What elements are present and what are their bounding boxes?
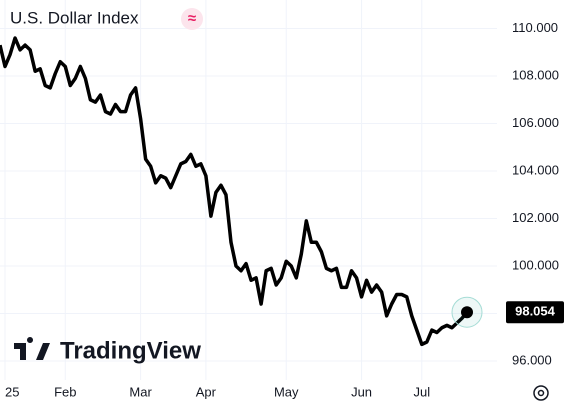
chart-title: U.S. Dollar Index [10,8,139,27]
last-price-badge [506,301,564,324]
x-tick-label: 25 [5,384,19,399]
grid [0,0,497,380]
y-tick-label: 106.000 [512,115,559,130]
y-tick-label: 108.000 [512,67,559,82]
x-tick-label: Feb [54,384,76,399]
y-tick-label: 102.000 [512,210,559,225]
last-price-label: 98.054 [515,304,556,319]
watermark: TradingView [60,337,201,364]
logo-icon [14,336,50,360]
y-tick-label: 100.000 [512,257,559,272]
title-icon[interactable]: ≈ [188,10,196,27]
x-tick-label: May [274,384,299,399]
price-line [0,36,469,347]
x-tick-label: Jun [351,384,372,399]
last-point [461,306,473,319]
x-tick-label: Jul [413,384,430,399]
settings-icon[interactable] [533,385,549,401]
y-tick-label: 104.000 [512,162,559,177]
x-tick-label: Mar [129,384,152,399]
title-icon-bg [181,8,203,30]
logo: TradingView [14,336,201,364]
y-tick-label: 96.000 [512,352,552,367]
x-tick-label: Apr [196,384,217,399]
y-tick-label: 110.000 [512,20,558,35]
